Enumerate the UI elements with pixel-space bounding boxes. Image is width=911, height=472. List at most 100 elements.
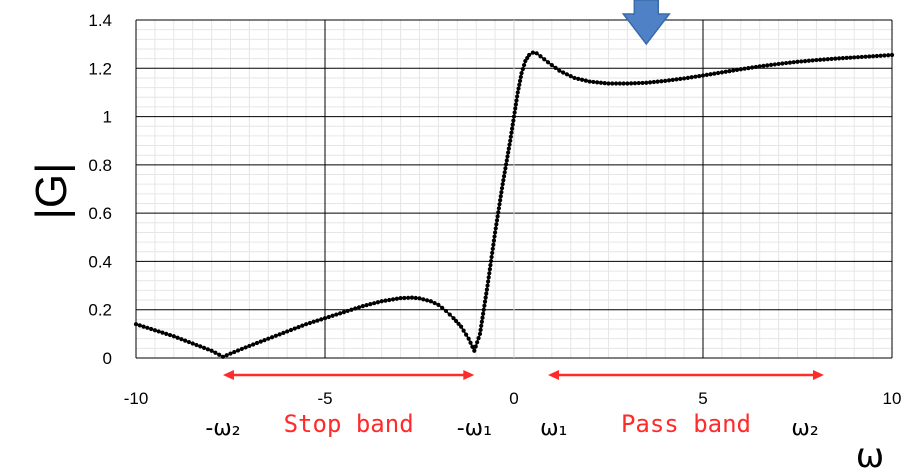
data-point-marker <box>501 174 507 179</box>
data-point-marker <box>356 305 362 310</box>
data-point-marker <box>889 52 895 58</box>
data-point-marker <box>472 348 477 353</box>
data-point-marker <box>488 258 494 264</box>
down-arrow-shape <box>621 0 671 46</box>
data-point-marker <box>545 60 551 65</box>
data-point-marker <box>273 333 278 338</box>
data-point-marker <box>602 81 607 86</box>
data-point-marker <box>133 322 139 327</box>
data-point-marker <box>685 75 690 80</box>
data-point-marker <box>863 54 868 59</box>
data-point-marker <box>491 242 496 247</box>
data-point-marker <box>413 295 418 301</box>
data-point-marker <box>632 81 638 86</box>
data-point-marker <box>243 345 248 350</box>
data-point-marker <box>655 79 660 84</box>
data-point-marker <box>507 142 512 147</box>
data-point-marker <box>235 348 241 353</box>
data-point-marker <box>513 102 518 107</box>
data-point-marker <box>886 53 891 58</box>
data-point-marker <box>475 340 480 345</box>
data-point-marker <box>855 55 861 60</box>
data-point-marker <box>360 303 365 309</box>
data-point-marker <box>572 75 577 81</box>
data-point-marker <box>288 327 294 333</box>
y-tick-label: 0.4 <box>88 252 112 271</box>
data-point-marker <box>489 254 494 260</box>
data-point-marker <box>506 146 511 151</box>
data-point-marker <box>521 62 527 68</box>
data-point-marker <box>629 81 634 86</box>
data-point-marker <box>319 317 324 322</box>
data-point-marker <box>564 72 570 77</box>
data-point-marker <box>417 296 422 301</box>
data-point-marker <box>481 307 486 312</box>
data-point-marker <box>825 57 830 62</box>
data-point-marker <box>682 76 687 81</box>
data-point-marker <box>833 56 838 61</box>
data-point-marker <box>482 303 487 308</box>
data-point-marker <box>179 337 184 342</box>
data-point-marker <box>621 81 626 86</box>
data-point-marker <box>651 79 656 85</box>
data-point-marker <box>530 50 536 55</box>
data-point-marker <box>152 328 157 333</box>
data-point-marker <box>576 76 581 81</box>
data-point-marker <box>734 67 740 72</box>
data-point-marker <box>821 57 827 62</box>
data-point-marker <box>503 162 509 167</box>
data-point-marker <box>451 316 456 321</box>
data-point-marker <box>149 326 154 332</box>
data-point-marker <box>553 65 558 70</box>
data-point-marker <box>292 326 297 331</box>
data-point-marker <box>493 226 498 231</box>
data-point-marker <box>810 58 815 63</box>
data-point-marker <box>510 122 515 127</box>
data-point-marker <box>617 81 622 86</box>
y-tick-label: 0 <box>103 349 112 368</box>
data-point-marker <box>818 57 823 62</box>
data-point-marker <box>874 53 879 59</box>
data-point-marker <box>731 68 736 73</box>
data-point-marker <box>579 77 585 82</box>
data-point-marker <box>345 308 350 314</box>
data-point-marker <box>338 311 343 316</box>
data-point-marker <box>501 178 506 183</box>
data-point-marker <box>606 81 611 86</box>
data-point-marker <box>296 324 301 330</box>
data-point-marker <box>496 206 501 211</box>
data-point-marker <box>610 81 615 86</box>
data-point-marker <box>481 311 486 316</box>
data-point-marker <box>375 300 381 305</box>
data-point-marker <box>498 198 503 203</box>
data-point-marker <box>466 336 471 341</box>
x-tick-label: -10 <box>124 389 149 408</box>
data-point-marker <box>784 60 789 66</box>
data-point-marker <box>402 295 407 301</box>
y-tick-label: 0.2 <box>88 301 112 320</box>
data-point-marker <box>251 342 256 347</box>
data-point-marker <box>514 98 519 103</box>
data-point-marker <box>379 299 384 304</box>
data-point-marker <box>492 234 497 239</box>
data-point-marker <box>186 339 192 345</box>
data-point-marker <box>598 80 604 85</box>
data-point-marker <box>486 275 491 280</box>
data-point-marker <box>390 297 396 302</box>
data-point-marker <box>712 71 717 76</box>
data-point-marker <box>757 64 762 69</box>
data-point-marker <box>538 54 543 59</box>
data-point-marker <box>341 310 346 315</box>
data-point-marker <box>160 330 165 335</box>
data-point-marker <box>517 78 523 83</box>
data-point-marker <box>311 319 316 324</box>
data-point-marker <box>674 77 679 82</box>
data-point-marker <box>334 312 339 317</box>
data-point-marker <box>205 347 210 352</box>
data-point-marker <box>814 57 819 63</box>
data-point-marker <box>500 182 505 187</box>
data-point-marker <box>689 75 694 80</box>
data-point-marker <box>613 81 619 86</box>
data-point-marker <box>515 94 520 99</box>
